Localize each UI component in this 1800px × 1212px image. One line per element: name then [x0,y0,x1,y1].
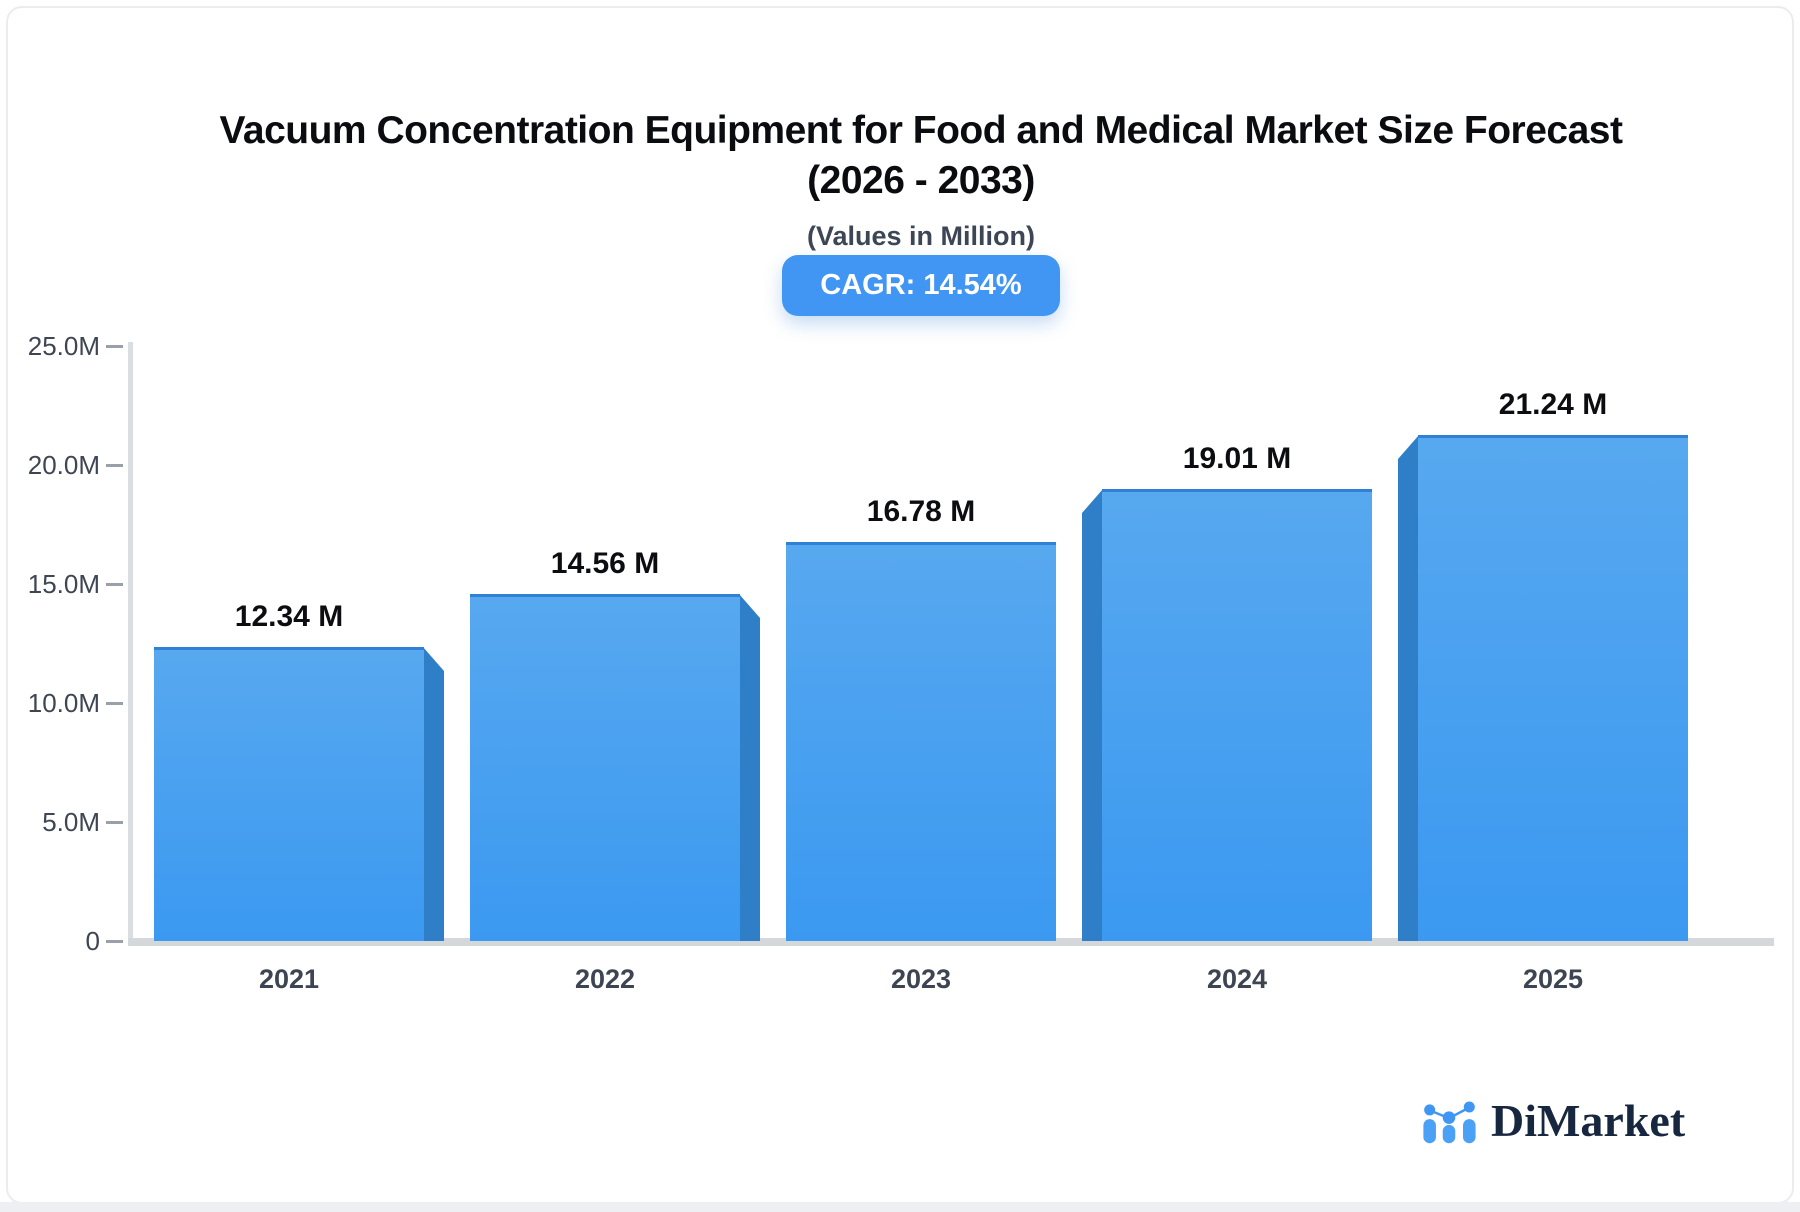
bar-2022[interactable] [470,594,740,941]
bar-2024-side [1082,489,1103,941]
chart-subtitle: (Values in Million) [806,221,1036,251]
bar-2024[interactable] [1102,489,1372,941]
bar-value-label-2023: 16.78 M [866,495,976,528]
bar-2022-side [739,594,760,941]
y-tick-mark [106,940,123,943]
bar-value-label-2021: 12.34 M [234,600,344,633]
cagr-badge: CAGR: 14.54% [782,255,1060,316]
y-tick-mark [106,464,123,467]
y-tick-mark [106,583,123,586]
bar-2021[interactable] [154,647,424,941]
x-tick-2022: 2022 [574,964,636,994]
bar-2021-side [423,647,444,941]
bar-value-label-2024: 19.01 M [1182,442,1292,475]
chart-title-line1: Vacuum Concentration Equipment for Food … [219,109,1623,152]
bar-2025-side [1398,435,1419,941]
x-tick-2023: 2023 [890,964,952,994]
page-bottom-strip [0,1202,1800,1212]
bar-value-label-2022: 14.56 M [550,547,660,580]
brand-name: DiMarket [1491,1095,1686,1146]
y-tick-label-10.0M: 10.0M [27,688,100,718]
x-tick-2024: 2024 [1206,964,1268,994]
y-axis-line [128,342,133,944]
y-tick-label-0: 0 [85,926,100,956]
brand-logo: DiMarket [1420,1096,1685,1146]
x-tick-2025: 2025 [1522,964,1584,994]
page-title: Vacuum Concentration Equipment for Food … [130,106,1712,206]
bar-chart-logo-icon [1423,1101,1476,1144]
y-tick-mark [106,345,123,348]
chart-header: Vacuum Concentration Equipment for Food … [130,106,1712,316]
y-tick-label-5.0M: 5.0M [42,807,100,837]
y-tick-mark [106,702,123,705]
chart-title-line2: (2026 - 2033) [807,159,1035,202]
y-tick-label-25.0M: 25.0M [27,331,100,361]
bar-2025[interactable] [1418,435,1688,941]
x-tick-2021: 2021 [258,964,320,994]
bar-value-label-2025: 21.24 M [1498,388,1608,421]
y-tick-mark [106,821,123,824]
y-tick-label-15.0M: 15.0M [27,569,100,599]
x-axis-line [128,938,1774,946]
bar-2023[interactable] [786,542,1056,941]
y-tick-label-20.0M: 20.0M [27,450,100,480]
